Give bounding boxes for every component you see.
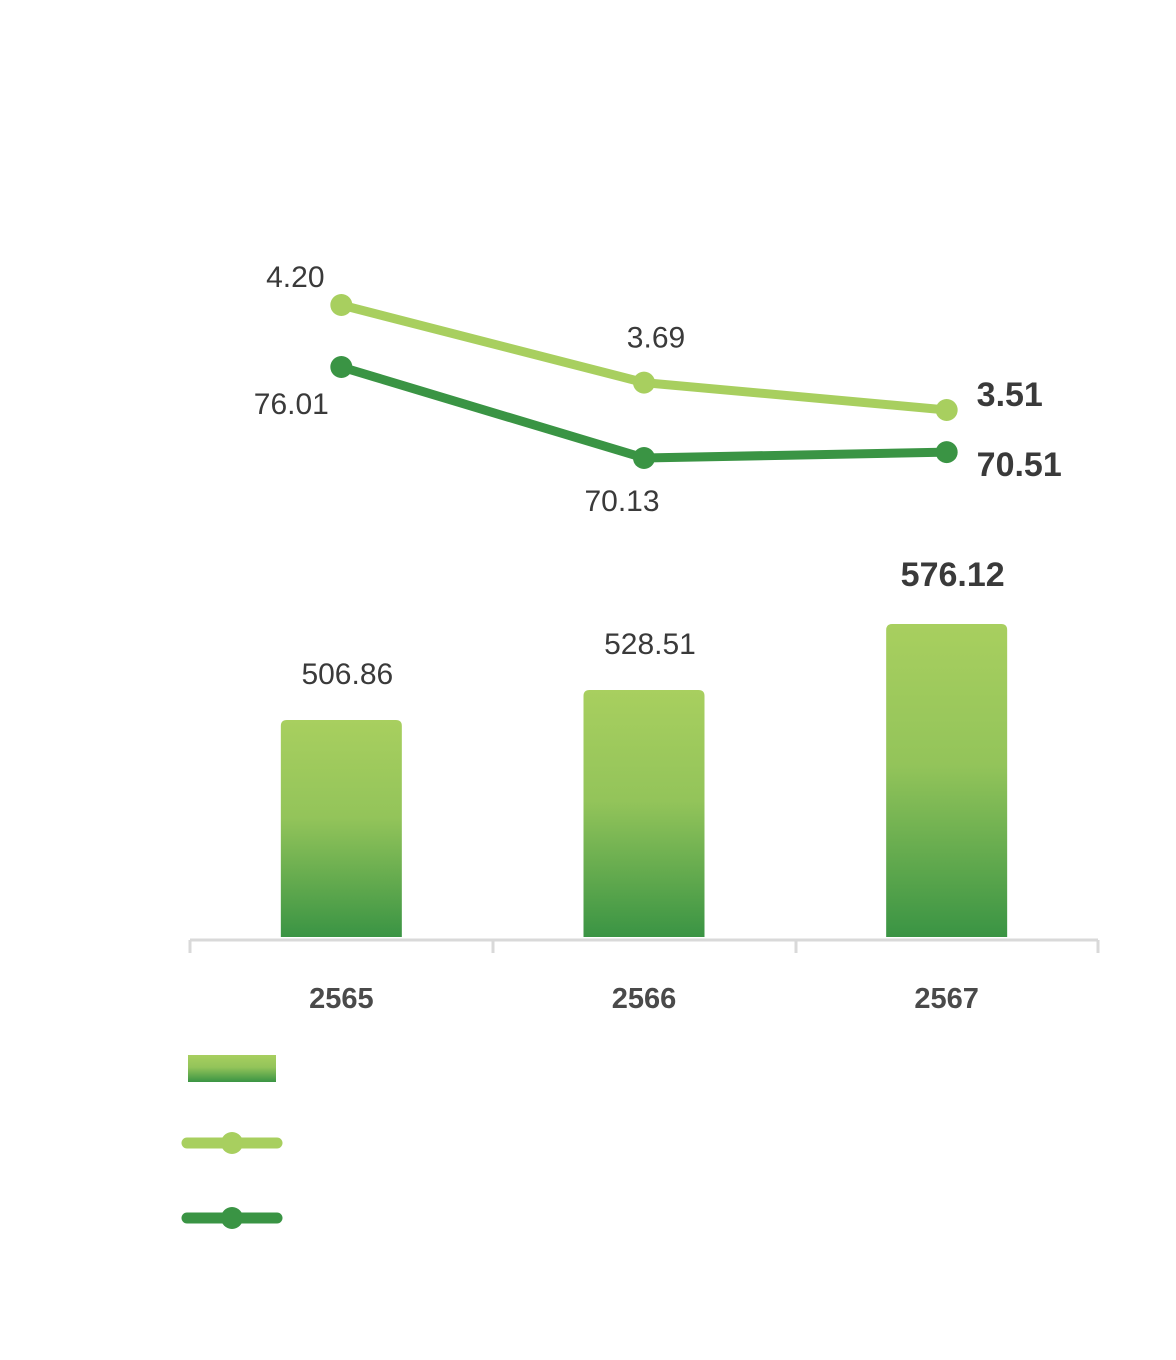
- series-point: [330, 294, 353, 316]
- x-axis-tick-labels: 2565 2566 2567: [309, 983, 979, 1015]
- bar-series: [280, 624, 1008, 937]
- line-value-label: 3.51: [977, 376, 1043, 414]
- legend-swatch-line-1: [181, 1132, 283, 1154]
- line-value-label: 70.51: [977, 446, 1062, 484]
- bar: [280, 720, 402, 937]
- x-tick-label: 2567: [914, 983, 979, 1015]
- x-tick-label: 2566: [612, 983, 677, 1015]
- bar-value-labels: 506.86 528.51 576.12: [301, 556, 1004, 691]
- bar-value-label: 528.51: [604, 628, 696, 661]
- line-value-label: 70.13: [584, 485, 659, 518]
- bar-value-label: 576.12: [901, 556, 1005, 594]
- series-point: [633, 371, 655, 394]
- x-axis: [188, 938, 1100, 953]
- legend-swatch-bars: [188, 1055, 276, 1082]
- series-point: [633, 447, 655, 469]
- bar: [583, 689, 705, 937]
- legend: [181, 1055, 283, 1229]
- line-value-labels: 4.20 3.69 3.51 76.01 70.13 70.51: [254, 261, 1062, 518]
- bar-value-label: 506.86: [301, 658, 393, 691]
- line-series: [330, 294, 958, 469]
- line-value-label: 4.20: [266, 261, 324, 294]
- line-value-label: 76.01: [254, 388, 329, 421]
- series-point: [935, 441, 958, 464]
- legend-swatch-line-2: [181, 1207, 283, 1229]
- x-tick-label: 2565: [309, 983, 374, 1015]
- bar: [886, 624, 1008, 937]
- series-point: [935, 399, 958, 421]
- line-value-label: 3.69: [627, 322, 685, 355]
- series-point: [330, 356, 353, 378]
